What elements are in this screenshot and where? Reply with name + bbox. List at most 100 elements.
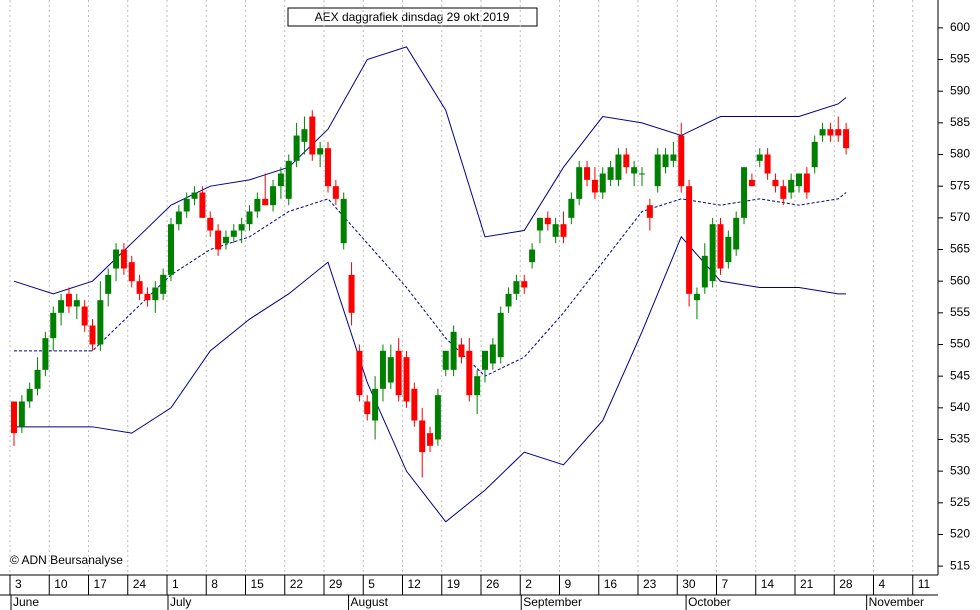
x-tick-label: 5: [368, 577, 375, 591]
candle-body: [709, 224, 716, 282]
candle-body: [340, 198, 347, 244]
candle-body: [387, 357, 394, 383]
y-tick-label: 565: [950, 242, 970, 256]
candle-body: [725, 236, 732, 263]
candle-body: [529, 249, 536, 263]
candle-body: [521, 281, 528, 288]
candle-body: [568, 198, 575, 218]
x-tick-label: 11: [918, 577, 931, 591]
y-tick-label: 520: [950, 527, 970, 541]
candle-body: [843, 129, 850, 149]
candle-body: [411, 388, 418, 421]
candle-body: [576, 167, 583, 199]
x-tick-label: 23: [643, 577, 657, 591]
x-tick-label: 2: [525, 577, 532, 591]
candle-body: [662, 154, 669, 168]
x-tick-label: 8: [211, 577, 218, 591]
y-tick-label: 540: [950, 400, 970, 414]
candle-body: [395, 350, 402, 396]
candle-body: [254, 198, 261, 212]
candle-body: [646, 205, 653, 218]
candle-body: [199, 192, 206, 218]
candle-body: [835, 129, 842, 136]
candle-body: [73, 300, 80, 307]
x-tick-label: 15: [251, 577, 265, 591]
candle-body: [277, 173, 284, 187]
month-label: July: [170, 595, 191, 609]
candle-body: [466, 350, 473, 396]
candle-body: [18, 401, 25, 427]
candle-body: [372, 388, 379, 421]
candle-body: [246, 211, 253, 225]
candle-body: [285, 160, 292, 199]
x-tick-label: 9: [565, 577, 572, 591]
candle-body: [489, 344, 496, 364]
candle-body: [379, 350, 386, 389]
candle-body: [309, 116, 316, 155]
chart-title: AEX daggrafiek dinsdag 29 okt 2019: [315, 10, 510, 24]
month-label: September: [523, 595, 582, 609]
candle-body: [11, 401, 17, 434]
candle-body: [230, 230, 237, 237]
bollinger-band: [13, 46, 847, 295]
candle-body: [670, 154, 677, 161]
candle-body: [631, 167, 638, 174]
candle-body: [191, 192, 198, 199]
title-box: [287, 7, 538, 27]
candle-body: [654, 154, 661, 187]
candle-body: [701, 255, 708, 288]
candle-body: [591, 179, 598, 193]
candle-body: [105, 274, 112, 294]
candle-body: [215, 230, 222, 250]
candle-body: [262, 198, 269, 206]
candle-body: [128, 262, 135, 282]
candle-body: [168, 224, 174, 275]
y-tick-label: 560: [950, 273, 970, 287]
candle-body: [552, 224, 559, 237]
y-tick-label: 570: [950, 210, 970, 224]
candle-body: [34, 369, 41, 389]
candle-body: [803, 173, 810, 193]
candle-body: [301, 129, 308, 142]
candle-body: [81, 306, 88, 326]
x-tick-label: 14: [761, 577, 775, 591]
candle-body: [686, 186, 693, 294]
x-tick-label: 4: [879, 577, 886, 591]
candle-body: [175, 211, 182, 225]
y-tick-label: 595: [950, 52, 970, 66]
candle-body: [536, 217, 543, 231]
candle-body: [356, 350, 363, 396]
x-tick-label: 28: [839, 577, 853, 591]
candle-body: [741, 167, 748, 218]
candle-body: [26, 388, 33, 402]
x-tick-label: 30: [682, 577, 696, 591]
candle-body: [796, 173, 802, 187]
candle-body: [136, 281, 143, 294]
y-tick-label: 580: [950, 147, 970, 161]
candle-body: [222, 236, 229, 244]
bollinger-band: [14, 235, 847, 523]
y-tick-label: 555: [950, 305, 970, 319]
candle-body: [419, 420, 426, 453]
candle-body: [811, 141, 818, 168]
candle-body: [450, 331, 457, 370]
candle-body: [513, 281, 520, 294]
y-tick-label: 545: [950, 368, 970, 382]
candle-body: [733, 217, 740, 250]
candle-body: [403, 357, 410, 402]
candle-body: [756, 154, 763, 161]
candle-body: [560, 224, 567, 237]
candle-body: [544, 217, 551, 225]
candle-body: [599, 173, 606, 193]
candle-body: [584, 167, 591, 180]
y-tick-label: 525: [950, 495, 970, 509]
y-tick-label: 515: [950, 558, 970, 572]
x-tick-label: 24: [133, 577, 147, 591]
bollinger-band: [14, 192, 847, 377]
y-tick-label: 550: [950, 337, 970, 351]
x-tick-label: 17: [94, 577, 108, 591]
candle-body: [764, 154, 771, 174]
candle-body: [772, 179, 779, 187]
candle-body: [827, 129, 834, 136]
